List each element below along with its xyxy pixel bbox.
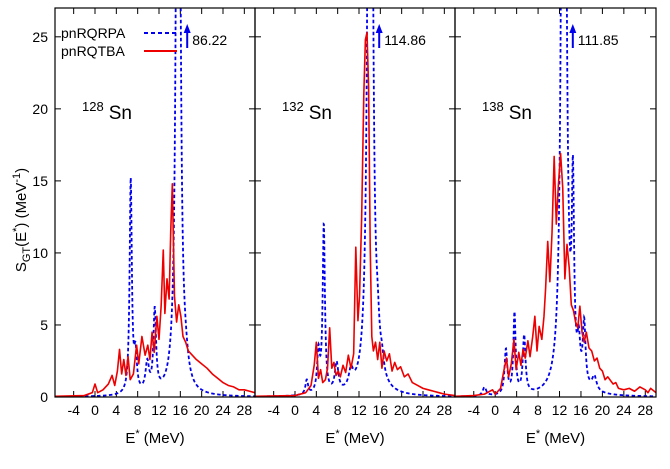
x-tick-label: 20 bbox=[194, 402, 210, 418]
x-tick-label: 16 bbox=[573, 402, 589, 418]
peak-arrow-head bbox=[183, 24, 191, 33]
x-axis-label: E* (MeV) bbox=[325, 428, 384, 447]
panel-frame bbox=[454, 7, 657, 398]
plot-area bbox=[255, 8, 455, 397]
x-tick-label: 8 bbox=[334, 402, 342, 418]
y-tick-label: 25 bbox=[32, 29, 48, 45]
legend: pnRQRPA pnRQTBA bbox=[61, 25, 177, 59]
x-axis-label: E* (MeV) bbox=[125, 428, 184, 447]
x-tick-label: 28 bbox=[437, 402, 453, 418]
x-tick-label: 4 bbox=[312, 402, 320, 418]
x-tick-label: 28 bbox=[637, 402, 653, 418]
x-tick-label: 12 bbox=[151, 402, 167, 418]
x-tick-label: -4 bbox=[267, 402, 280, 418]
panel-132: -4 0 4 8 12 16 20 24 28 132 Sn 114.86 E* (MeV) bbox=[254, 7, 456, 447]
series-pnRQRPA bbox=[255, 8, 455, 397]
x-tick-label: 24 bbox=[415, 402, 431, 418]
x-tick-label: 0 bbox=[291, 402, 299, 418]
x-tick-label: 16 bbox=[173, 402, 189, 418]
x-tick-label: 20 bbox=[394, 402, 410, 418]
x-tick-label: 28 bbox=[237, 402, 253, 418]
nucleus-label: 138 Sn bbox=[482, 99, 532, 124]
x-tick-label: 24 bbox=[215, 402, 231, 418]
peak-value-label: 86.22 bbox=[192, 32, 227, 48]
x-tick-label: 16 bbox=[373, 402, 389, 418]
x-tick-label: 8 bbox=[534, 402, 542, 418]
nucleus-label: 132 Sn bbox=[282, 99, 332, 124]
y-tick-label: 5 bbox=[40, 317, 48, 333]
peak-arrow-head bbox=[569, 24, 577, 33]
peak-value-label: 111.85 bbox=[578, 32, 619, 48]
x-tick-label: 0 bbox=[91, 402, 99, 418]
y-axis-label: SGT(E*) (MeV-1) bbox=[11, 168, 33, 272]
peak-value-label: 114.86 bbox=[384, 32, 426, 48]
x-axis-label: E* (MeV) bbox=[526, 428, 585, 447]
series-pnRQTBA bbox=[55, 182, 255, 397]
series-pnRQRPA bbox=[55, 8, 255, 397]
y-tick-label: 0 bbox=[40, 389, 48, 405]
legend-label-rpa: pnRQRPA bbox=[61, 25, 126, 41]
y-tick-label: 20 bbox=[32, 101, 48, 117]
plot-area bbox=[55, 8, 255, 397]
x-tick-label: 4 bbox=[513, 402, 521, 418]
series-pnRQTBA bbox=[255, 31, 455, 397]
series-pnRQTBA bbox=[455, 152, 656, 397]
x-tick-label: 0 bbox=[491, 402, 499, 418]
legend-label-tba: pnRQTBA bbox=[61, 43, 125, 59]
x-tick-label: -4 bbox=[67, 402, 80, 418]
y-tick-label: 10 bbox=[32, 245, 48, 261]
x-tick-label: 12 bbox=[552, 402, 568, 418]
nucleus-label: 128 Sn bbox=[82, 99, 132, 124]
plot-area bbox=[455, 8, 656, 397]
x-tick-label: 4 bbox=[112, 402, 120, 418]
x-tick-label: 24 bbox=[616, 402, 632, 418]
x-tick-label: -4 bbox=[468, 402, 481, 418]
x-tick-label: 12 bbox=[351, 402, 367, 418]
x-tick-label: 20 bbox=[595, 402, 611, 418]
y-tick-label: 15 bbox=[32, 173, 48, 189]
x-tick-label: 8 bbox=[134, 402, 142, 418]
series-pnRQRPA bbox=[455, 8, 656, 397]
peak-arrow-head bbox=[375, 24, 383, 33]
panel-138: -4 0 4 8 12 16 20 24 28 138 Sn 111.85 E* (MeV) bbox=[454, 7, 657, 447]
panel-frame bbox=[254, 7, 456, 398]
